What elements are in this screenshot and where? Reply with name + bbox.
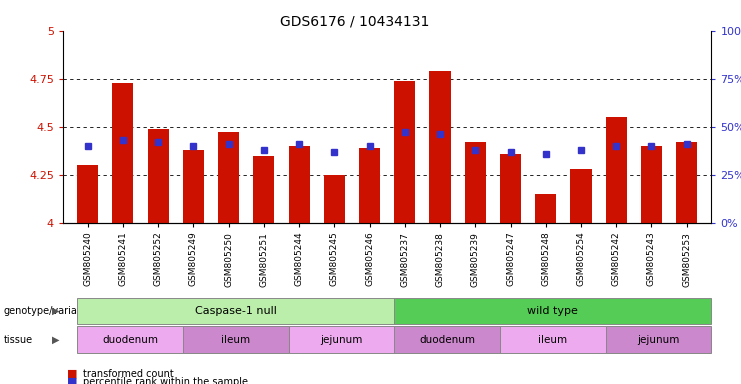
Text: ▶: ▶ [52, 306, 59, 316]
Bar [394, 81, 416, 223]
Text: genotype/variation: genotype/variation [4, 306, 96, 316]
Bar [77, 165, 99, 223]
Bar [535, 194, 556, 223]
Bar [324, 175, 345, 223]
Text: jejunum: jejunum [637, 335, 679, 345]
Title: GDS6176 / 10434131: GDS6176 / 10434131 [280, 14, 430, 28]
Bar [288, 146, 310, 223]
Bar [605, 117, 627, 223]
Bar [500, 154, 521, 223]
Bar [218, 132, 239, 223]
Text: ileum: ileum [221, 335, 250, 345]
Bar [465, 142, 486, 223]
Text: duodenum: duodenum [102, 335, 158, 345]
Text: ileum: ileum [538, 335, 568, 345]
Bar [183, 150, 204, 223]
Text: transformed count: transformed count [83, 369, 173, 379]
Bar [571, 169, 591, 223]
Bar [113, 83, 133, 223]
Bar [430, 71, 451, 223]
Text: jejunum: jejunum [320, 335, 362, 345]
Text: wild type: wild type [528, 306, 578, 316]
Bar [676, 142, 697, 223]
Text: duodenum: duodenum [419, 335, 475, 345]
Text: percentile rank within the sample: percentile rank within the sample [83, 377, 248, 384]
Text: ▶: ▶ [52, 335, 59, 345]
Text: Caspase-1 null: Caspase-1 null [195, 306, 276, 316]
Text: ■: ■ [67, 369, 77, 379]
Bar [253, 156, 274, 223]
Bar [147, 129, 169, 223]
Text: ■: ■ [67, 377, 77, 384]
Text: tissue: tissue [4, 335, 33, 345]
Bar [359, 148, 380, 223]
Bar [641, 146, 662, 223]
